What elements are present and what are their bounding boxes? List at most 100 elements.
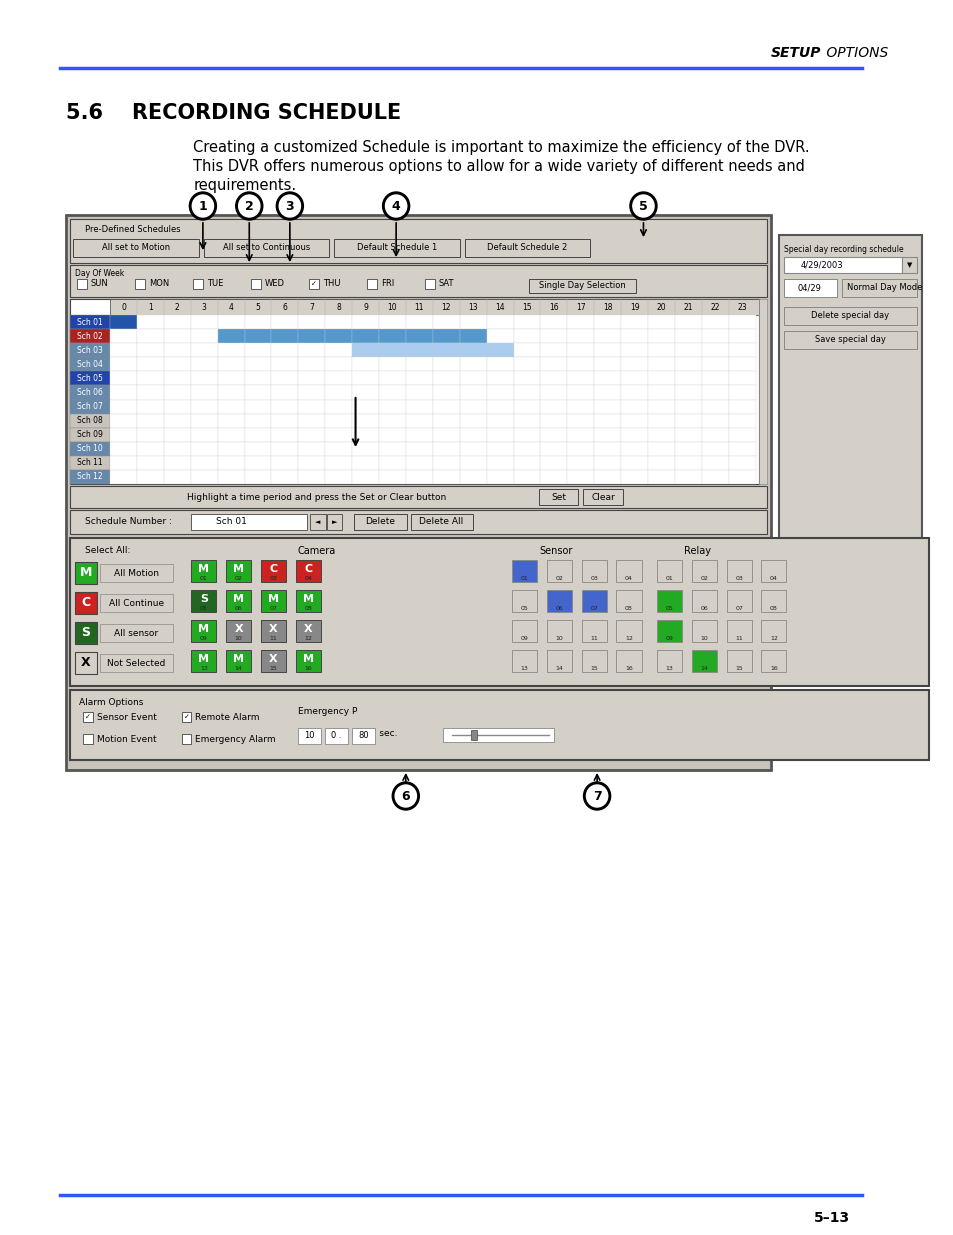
Text: Sensor Event: Sensor Event bbox=[96, 713, 156, 721]
Bar bbox=[778, 235, 921, 585]
Bar bbox=[244, 427, 272, 442]
Bar bbox=[760, 650, 785, 672]
Bar bbox=[594, 343, 620, 357]
Text: 18: 18 bbox=[602, 303, 612, 311]
Text: 11: 11 bbox=[735, 636, 742, 641]
Bar bbox=[70, 299, 759, 484]
Bar bbox=[298, 414, 325, 427]
Bar bbox=[674, 385, 701, 399]
Text: X: X bbox=[269, 624, 277, 634]
Text: All Motion: All Motion bbox=[113, 568, 158, 578]
Text: 0: 0 bbox=[121, 303, 126, 311]
Bar bbox=[459, 456, 486, 469]
Text: 11: 11 bbox=[415, 303, 424, 311]
Bar bbox=[191, 414, 217, 427]
Text: 14: 14 bbox=[555, 666, 563, 671]
Bar bbox=[616, 559, 640, 582]
Text: 01: 01 bbox=[665, 576, 673, 580]
Bar bbox=[728, 385, 755, 399]
Bar bbox=[298, 427, 325, 442]
Bar bbox=[192, 650, 216, 672]
Bar bbox=[442, 727, 553, 742]
Bar bbox=[459, 372, 486, 385]
Text: Set: Set bbox=[551, 493, 565, 501]
Bar bbox=[406, 399, 433, 414]
Text: 4: 4 bbox=[229, 303, 233, 311]
Bar bbox=[594, 329, 620, 343]
Bar bbox=[70, 343, 110, 357]
Bar bbox=[70, 690, 928, 760]
Text: 15: 15 bbox=[590, 666, 598, 671]
Bar bbox=[691, 590, 716, 613]
Text: Default Schedule 1: Default Schedule 1 bbox=[356, 243, 436, 252]
Bar bbox=[406, 315, 433, 329]
Text: 14: 14 bbox=[700, 666, 707, 671]
Text: 10: 10 bbox=[700, 636, 707, 641]
Bar bbox=[657, 650, 681, 672]
Bar bbox=[759, 299, 766, 484]
Text: S: S bbox=[81, 626, 91, 640]
Bar bbox=[192, 620, 216, 642]
Bar bbox=[539, 372, 567, 385]
Bar bbox=[352, 399, 378, 414]
Bar bbox=[70, 357, 110, 372]
Bar bbox=[433, 357, 459, 372]
Bar bbox=[191, 385, 217, 399]
Bar bbox=[728, 456, 755, 469]
Bar bbox=[486, 442, 513, 456]
Bar bbox=[110, 399, 137, 414]
Bar bbox=[75, 622, 96, 643]
Text: 23: 23 bbox=[737, 303, 746, 311]
Bar bbox=[433, 315, 459, 329]
Bar bbox=[513, 456, 539, 469]
Circle shape bbox=[193, 195, 213, 217]
Text: M: M bbox=[233, 655, 244, 664]
Bar bbox=[164, 414, 191, 427]
Bar bbox=[110, 357, 137, 372]
Text: FRI: FRI bbox=[380, 279, 394, 289]
Bar bbox=[567, 343, 594, 357]
Bar bbox=[352, 456, 378, 469]
Bar bbox=[701, 469, 728, 484]
Bar bbox=[620, 399, 647, 414]
Bar bbox=[581, 620, 606, 642]
Bar bbox=[334, 240, 459, 257]
Bar bbox=[674, 442, 701, 456]
Bar bbox=[164, 315, 191, 329]
Circle shape bbox=[632, 195, 654, 217]
Bar bbox=[433, 385, 459, 399]
Bar bbox=[272, 442, 298, 456]
Bar bbox=[539, 315, 567, 329]
Text: 2: 2 bbox=[174, 303, 179, 311]
Bar bbox=[486, 399, 513, 414]
Text: All sensor: All sensor bbox=[114, 629, 158, 637]
Bar bbox=[546, 620, 572, 642]
Bar bbox=[73, 240, 199, 257]
Text: M: M bbox=[233, 594, 244, 604]
Bar bbox=[760, 620, 785, 642]
Bar bbox=[728, 343, 755, 357]
Bar bbox=[378, 357, 406, 372]
Bar bbox=[782, 308, 916, 325]
Bar bbox=[433, 414, 459, 427]
Bar bbox=[647, 372, 674, 385]
Text: 02: 02 bbox=[234, 576, 242, 580]
Text: 12: 12 bbox=[304, 636, 312, 641]
Bar bbox=[244, 469, 272, 484]
Text: 08: 08 bbox=[304, 605, 312, 610]
Bar bbox=[352, 315, 378, 329]
Bar bbox=[164, 385, 191, 399]
Bar bbox=[297, 727, 320, 743]
Bar bbox=[674, 315, 701, 329]
Bar bbox=[193, 279, 203, 289]
Text: 4: 4 bbox=[392, 200, 400, 212]
Text: ✓: ✓ bbox=[311, 282, 316, 287]
Text: 5–13: 5–13 bbox=[813, 1212, 849, 1225]
Bar bbox=[272, 315, 298, 329]
Text: 5: 5 bbox=[255, 303, 260, 311]
Bar bbox=[513, 414, 539, 427]
Bar bbox=[325, 315, 352, 329]
Text: SETUP: SETUP bbox=[770, 46, 821, 61]
Text: MON: MON bbox=[149, 279, 169, 289]
Text: M: M bbox=[268, 594, 278, 604]
